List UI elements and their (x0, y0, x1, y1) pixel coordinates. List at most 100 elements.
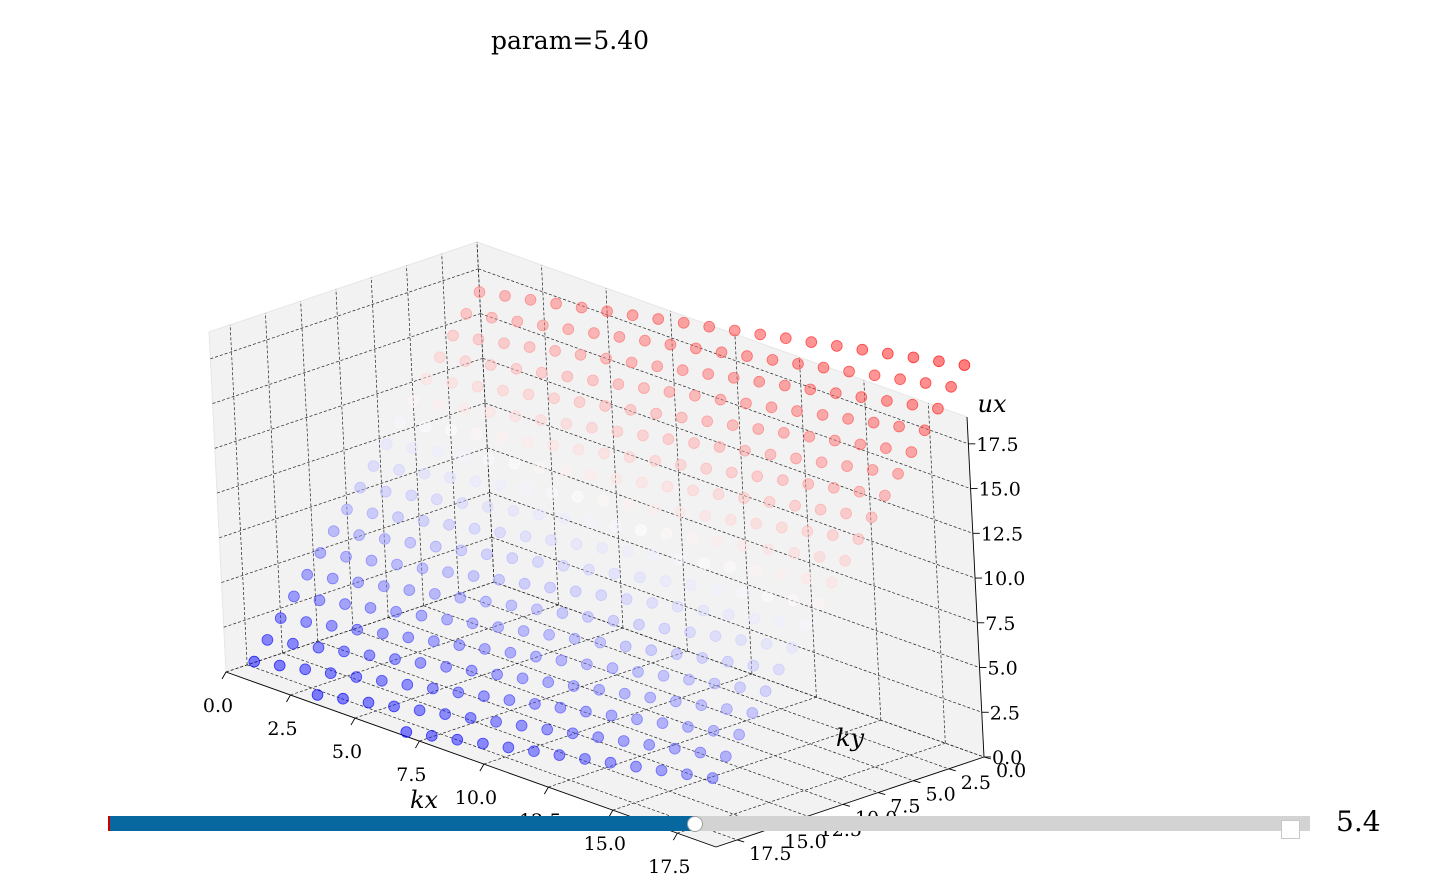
data-point (671, 600, 684, 613)
data-point (587, 374, 599, 387)
data-point (582, 611, 594, 623)
data-point (696, 652, 709, 664)
data-point (775, 521, 788, 534)
data-point (505, 599, 518, 612)
data-point (592, 731, 604, 743)
data-point (503, 694, 516, 706)
gridline-back-z-3 (487, 447, 978, 624)
data-point (394, 416, 406, 429)
gridline-left-z-6 (212, 313, 481, 404)
x-tick-mark-5 (543, 786, 549, 795)
data-point (441, 613, 453, 626)
data-point (918, 424, 931, 437)
slider-checkbox[interactable] (1281, 820, 1300, 839)
data-point (597, 494, 609, 507)
param-slider-handle[interactable] (686, 816, 703, 832)
data-point (764, 448, 777, 461)
data-point (839, 554, 851, 567)
data-point (721, 655, 734, 668)
data-point (623, 451, 636, 463)
data-point (719, 750, 732, 763)
data-point (646, 597, 658, 609)
data-point (700, 462, 712, 475)
data-point (341, 503, 353, 516)
data-point (575, 301, 588, 314)
gridline-floor-y-1 (458, 593, 949, 770)
data-point (430, 493, 443, 506)
data-point (765, 401, 778, 414)
data-point (607, 614, 620, 627)
data-point (893, 420, 905, 433)
data-point (299, 663, 312, 676)
x-tick-label-7: 17.5 (648, 856, 690, 878)
data-point (415, 609, 428, 622)
data-point (686, 531, 698, 544)
data-point (664, 338, 677, 351)
data-point (416, 562, 429, 575)
data-point (624, 403, 637, 416)
data-point (855, 391, 868, 403)
data-point (701, 415, 713, 428)
data-point (375, 674, 388, 687)
data-point (648, 502, 660, 515)
y-tick-label-1: 2.5 (961, 772, 991, 794)
data-point (766, 354, 779, 366)
data-point (673, 506, 686, 518)
data-point (535, 366, 548, 379)
data-point (350, 671, 363, 683)
data-point (324, 667, 337, 679)
data-point (447, 329, 459, 342)
y-tick-mark-7 (737, 839, 745, 843)
data-point (546, 487, 558, 499)
gridline-floor-x-3 (419, 650, 688, 742)
data-point (683, 673, 695, 686)
data-point (561, 370, 574, 383)
data-point (816, 409, 829, 421)
data-point (455, 544, 468, 557)
gridline-left-z-5 (214, 357, 483, 449)
param-slider[interactable] (108, 816, 1310, 832)
data-point (312, 641, 325, 654)
data-point (763, 496, 776, 508)
data-point (273, 659, 286, 672)
gridline-back-x-6 (863, 380, 882, 721)
gridline-floor-y-3 (388, 617, 879, 793)
data-point (337, 692, 349, 705)
data-point (828, 434, 841, 447)
data-point (702, 368, 714, 380)
data-point (650, 407, 662, 420)
z-tick-label-7: 17.5 (976, 434, 1018, 456)
data-point (725, 466, 738, 479)
data-point (528, 745, 540, 757)
data-point (841, 460, 853, 472)
x-tick-mark-2 (350, 717, 356, 726)
data-point (894, 373, 906, 386)
data-point (498, 337, 510, 350)
data-point (815, 456, 828, 469)
data-point (907, 351, 920, 364)
data-point (656, 717, 669, 729)
data-point (750, 517, 763, 530)
data-point (588, 327, 600, 339)
data-point (413, 704, 426, 717)
data-point (459, 355, 472, 368)
data-point (945, 380, 957, 393)
data-point (685, 579, 697, 591)
data-point (618, 687, 631, 700)
data-point (932, 402, 944, 415)
data-point (740, 397, 752, 410)
data-point (738, 492, 750, 504)
data-point (570, 538, 583, 550)
data-point (651, 360, 663, 373)
data-point (432, 398, 445, 411)
data-point (547, 439, 559, 452)
data-point (429, 540, 442, 553)
data-point (865, 511, 878, 524)
data-point (456, 497, 469, 509)
data-point (788, 547, 800, 559)
data-point (248, 655, 261, 668)
data-point (682, 721, 694, 733)
data-point (403, 584, 416, 596)
data-point (287, 637, 299, 650)
